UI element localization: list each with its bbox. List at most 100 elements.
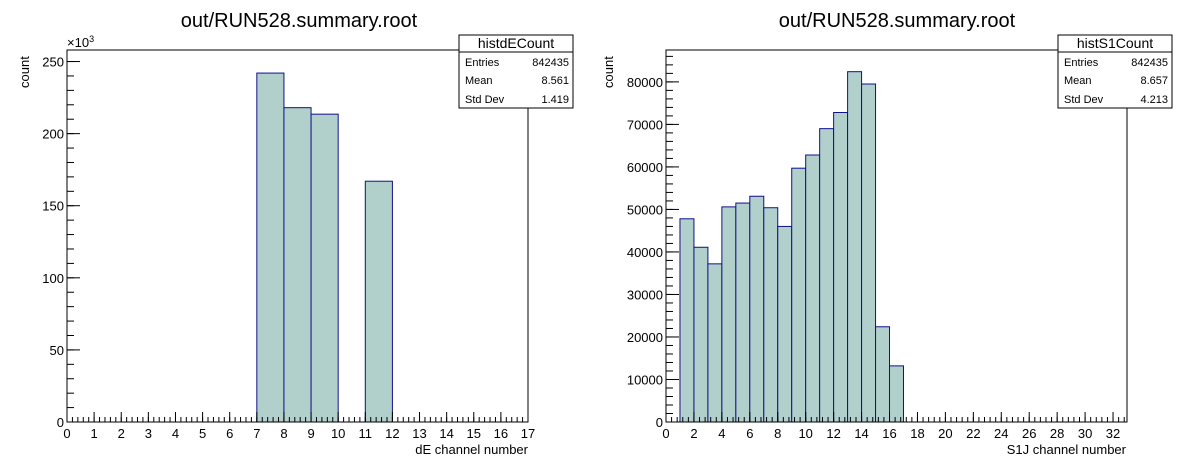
left-x-tick-label: 9 bbox=[307, 426, 314, 441]
right-x-tick-label: 22 bbox=[966, 426, 980, 441]
left-bar-0 bbox=[256, 72, 285, 423]
right-stats-entries-label: Entries bbox=[1064, 57, 1099, 69]
right-x-tick-label: 2 bbox=[690, 426, 697, 441]
right-x-tick-label: 16 bbox=[882, 426, 896, 441]
right-y-tick-label: 50000 bbox=[627, 202, 663, 217]
left-histogram-panel: out/RUN528.summary.root count dE channel… bbox=[17, 10, 574, 457]
right-y-tick-label: 10000 bbox=[627, 372, 663, 387]
left-y-tick-label: 100 bbox=[42, 271, 64, 286]
right-bars bbox=[679, 71, 904, 423]
left-stats-mean-value: 8.561 bbox=[541, 75, 569, 87]
left-y-tick-label: 150 bbox=[42, 199, 64, 214]
left-stats-entries-label: Entries bbox=[465, 57, 500, 69]
left-x-tick-label: 13 bbox=[412, 426, 426, 441]
right-bar-9 bbox=[805, 154, 821, 423]
left-y-axis-label: count bbox=[17, 56, 32, 88]
left-y-multiplier-base: ×10 bbox=[67, 35, 89, 50]
left-x-tick-label: 11 bbox=[359, 426, 373, 441]
left-x-tick-label: 15 bbox=[467, 426, 481, 441]
right-x-tick-label: 8 bbox=[774, 426, 781, 441]
left-y-tick-label: 250 bbox=[42, 55, 64, 70]
left-y-tick-label: 200 bbox=[42, 127, 64, 142]
right-x-tick-label: 14 bbox=[854, 426, 868, 441]
left-x-tick-label: 16 bbox=[494, 426, 508, 441]
right-x-tick-label: 28 bbox=[1050, 426, 1064, 441]
right-y-tick-label: 40000 bbox=[627, 245, 663, 260]
left-x-tick-label: 0 bbox=[63, 426, 70, 441]
right-histogram-panel: out/RUN528.summary.root count S1J channe… bbox=[601, 10, 1173, 457]
left-x-tick-label: 1 bbox=[91, 426, 98, 441]
right-y-tick-label: 30000 bbox=[627, 287, 663, 302]
right-plot-title: out/RUN528.summary.root bbox=[779, 10, 1016, 32]
left-x-tick-label: 7 bbox=[253, 426, 260, 441]
right-x-tick-label: 24 bbox=[994, 426, 1008, 441]
left-bar-2 bbox=[310, 113, 339, 423]
left-bars bbox=[256, 72, 393, 423]
left-x-tick-label: 8 bbox=[280, 426, 287, 441]
right-bar-13 bbox=[861, 83, 877, 423]
left-x-tick-label: 5 bbox=[199, 426, 206, 441]
left-stats-stddev-label: Std Dev bbox=[465, 94, 505, 106]
right-stats-box: histS1Count Entries 842435 Mean 8.657 St… bbox=[1057, 34, 1173, 109]
right-stats-entries-value: 842435 bbox=[1131, 57, 1168, 69]
right-bar-0 bbox=[679, 218, 695, 423]
left-x-axis-label: dE channel number bbox=[415, 442, 528, 457]
left-y-multiplier-exponent: 3 bbox=[89, 34, 94, 44]
right-y-tick-label: 70000 bbox=[627, 117, 663, 132]
right-y-tick-label: 60000 bbox=[627, 160, 663, 175]
right-x-tick-label: 10 bbox=[798, 426, 812, 441]
left-stats-entries-value: 842435 bbox=[532, 57, 569, 69]
left-plot-frame bbox=[66, 49, 529, 423]
left-bar-3 bbox=[364, 180, 393, 423]
right-x-tick-label: 6 bbox=[746, 426, 753, 441]
right-y-axis-label: count bbox=[601, 56, 616, 88]
left-x-tick-label: 2 bbox=[118, 426, 125, 441]
right-bar-2 bbox=[707, 263, 723, 423]
right-stats-name: histS1Count bbox=[1077, 35, 1153, 51]
left-x-tick-label: 4 bbox=[172, 426, 179, 441]
left-stats-box-frame bbox=[458, 34, 574, 109]
right-y-tick-label: 80000 bbox=[627, 75, 663, 90]
right-x-tick-label: 32 bbox=[1106, 426, 1120, 441]
right-bar-1 bbox=[693, 246, 709, 423]
right-bar-11 bbox=[833, 111, 849, 423]
right-y-tick-label: 20000 bbox=[627, 330, 663, 345]
right-bar-3 bbox=[721, 206, 737, 423]
right-bar-7 bbox=[777, 225, 793, 423]
right-stats-mean-value: 8.657 bbox=[1140, 75, 1168, 87]
left-y-tick-label: 0 bbox=[57, 415, 64, 430]
right-x-tick-label: 0 bbox=[662, 426, 669, 441]
right-x-axis-label: S1J channel number bbox=[1007, 442, 1127, 457]
left-y-multiplier: ×103 bbox=[67, 34, 94, 50]
right-x-tick-label: 12 bbox=[826, 426, 840, 441]
right-bar-5 bbox=[749, 195, 765, 423]
right-y-tick-label: 0 bbox=[656, 415, 663, 430]
right-bar-15 bbox=[889, 365, 904, 423]
right-x-tick-label: 18 bbox=[910, 426, 924, 441]
right-bar-10 bbox=[819, 128, 835, 423]
left-stats-stddev-value: 1.419 bbox=[541, 94, 569, 106]
right-axes: 0 2 4 6 8 10 12 14 16 18 20 22 24 26 28 30 3201000020000… bbox=[627, 49, 1128, 441]
left-axes: 0 1 2 3 4 5 6 7 8 9 10 11 12 13 14 15 16 1705010015020025… bbox=[42, 49, 535, 441]
left-bar-1 bbox=[283, 107, 312, 423]
right-stats-stddev-value: 4.213 bbox=[1140, 94, 1168, 106]
right-stats-stddev-label: Std Dev bbox=[1064, 94, 1104, 106]
left-stats-name: histdECount bbox=[478, 35, 554, 51]
right-bar-4 bbox=[735, 202, 751, 423]
right-x-tick-label: 26 bbox=[1022, 426, 1036, 441]
right-bar-6 bbox=[763, 207, 779, 423]
right-bar-8 bbox=[791, 167, 807, 423]
right-x-tick-label: 30 bbox=[1078, 426, 1092, 441]
left-x-tick-label: 3 bbox=[145, 426, 152, 441]
right-x-tick-label: 4 bbox=[718, 426, 725, 441]
left-x-tick-label: 10 bbox=[331, 426, 345, 441]
right-bar-14 bbox=[875, 326, 891, 423]
left-x-tick-label: 14 bbox=[439, 426, 453, 441]
left-y-tick-label: 50 bbox=[50, 343, 64, 358]
left-stats-box: histdECount Entries 842435 Mean 8.561 St… bbox=[458, 34, 574, 109]
right-plot-frame bbox=[665, 49, 1128, 423]
right-x-tick-label: 20 bbox=[938, 426, 952, 441]
right-stats-mean-label: Mean bbox=[1064, 75, 1092, 87]
left-stats-mean-label: Mean bbox=[465, 75, 493, 87]
